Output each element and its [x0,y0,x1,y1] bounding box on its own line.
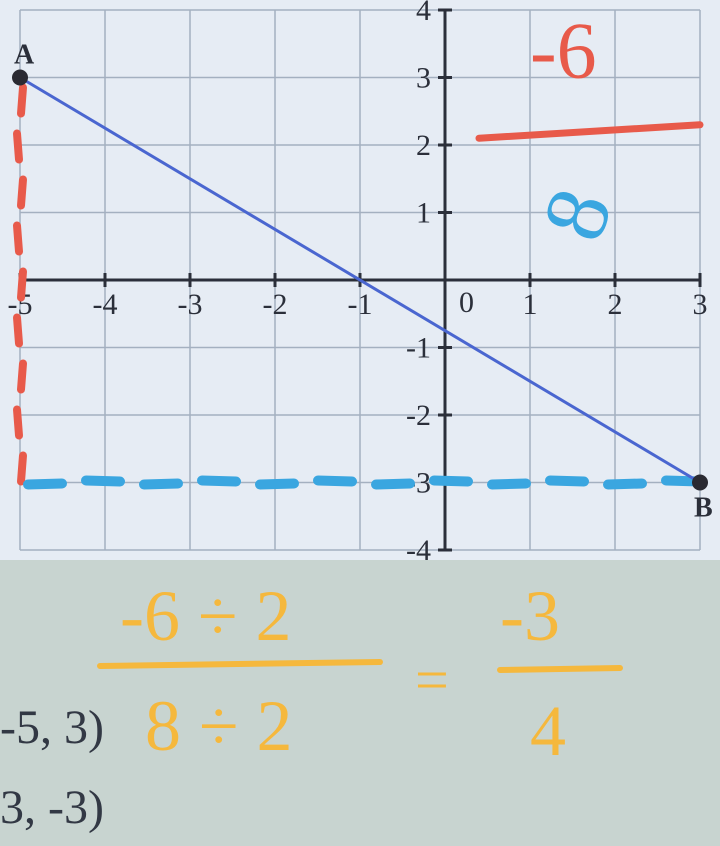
printed-coord-2: 3, -3) [0,780,104,835]
printed-coord-1: -5, 3) [0,700,104,755]
fraction-bottom-bar-right [500,668,620,670]
svg-text:1: 1 [523,288,538,321]
point-a [12,70,28,86]
label-b: B [694,493,713,524]
fraction-top-right-numerator: -6 [530,8,597,96]
svg-text:-2: -2 [406,399,431,432]
fraction-bottom-numerator: -6 ÷ 2 [120,576,292,656]
svg-text:-1: -1 [406,332,431,365]
svg-text:2: 2 [416,129,431,162]
svg-text:-4: -4 [93,288,118,321]
svg-text:-4: -4 [406,534,431,567]
fraction-bottom-result-numerator: -3 [500,576,560,656]
svg-text:-3: -3 [178,288,203,321]
fraction-bottom: -6 ÷ 2 8 ÷ 2 = -3 4 [100,576,620,771]
fraction-bottom-bar-left [100,662,380,666]
label-a: A [14,40,35,71]
point-b [692,475,708,491]
fraction-bottom-denominator: 8 ÷ 2 [145,686,293,766]
svg-text:3: 3 [693,288,708,321]
svg-text:-1: -1 [348,288,373,321]
svg-text:-2: -2 [263,288,288,321]
fraction-bottom-equals: = [415,647,449,713]
figure-root: { "graph": { "type": "line", "xlim": [-5… [0,0,720,846]
svg-text:3: 3 [416,62,431,95]
svg-text:4: 4 [416,0,431,27]
svg-text:0: 0 [459,286,474,319]
fraction-bottom-result-denominator: 4 [530,691,566,771]
graph-svg: -5-4-3-2-1123-4-3-2-112340 A B -6 8 -6 ÷… [0,0,720,846]
svg-text:2: 2 [608,288,623,321]
svg-text:1: 1 [416,197,431,230]
